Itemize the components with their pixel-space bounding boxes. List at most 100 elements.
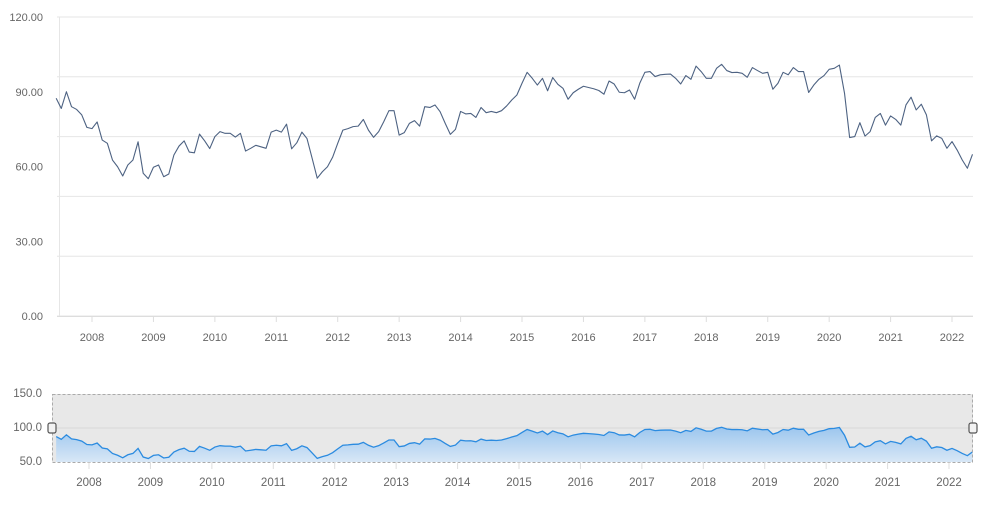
data-point[interactable] [115, 164, 120, 169]
data-point[interactable] [944, 146, 949, 151]
data-point[interactable] [955, 148, 960, 153]
data-point[interactable] [601, 92, 606, 97]
data-point[interactable] [642, 70, 647, 75]
data-point[interactable] [694, 64, 699, 69]
data-point[interactable] [581, 84, 586, 89]
data-point[interactable] [392, 108, 397, 113]
data-point[interactable] [888, 113, 893, 118]
data-point[interactable] [545, 88, 550, 93]
data-point[interactable] [903, 102, 908, 107]
data-point[interactable] [484, 110, 489, 115]
data-point[interactable] [924, 112, 929, 117]
data-point[interactable] [325, 164, 330, 169]
data-point[interactable] [509, 97, 514, 102]
data-point[interactable] [960, 158, 965, 163]
data-point[interactable] [330, 155, 335, 160]
data-point[interactable] [438, 109, 443, 114]
data-point[interactable] [432, 102, 437, 107]
data-point[interactable] [412, 118, 417, 123]
data-point[interactable] [84, 125, 89, 130]
data-point[interactable] [166, 171, 171, 176]
data-point[interactable] [499, 108, 504, 113]
data-point[interactable] [862, 134, 867, 139]
data-point[interactable] [637, 81, 642, 86]
data-point[interactable] [724, 68, 729, 73]
data-point[interactable] [939, 136, 944, 141]
data-point[interactable] [755, 68, 760, 73]
data-point[interactable] [525, 70, 530, 75]
data-point[interactable] [473, 115, 478, 120]
data-point[interactable] [187, 150, 192, 155]
data-point[interactable] [791, 65, 796, 70]
data-point[interactable] [627, 88, 632, 93]
data-point[interactable] [663, 72, 668, 77]
data-point[interactable] [479, 105, 484, 110]
data-point[interactable] [366, 128, 371, 133]
data-point[interactable] [530, 76, 535, 81]
data-point[interactable] [699, 69, 704, 74]
data-point[interactable] [868, 129, 873, 134]
data-point[interactable] [156, 163, 161, 168]
data-point[interactable] [596, 88, 601, 93]
data-point[interactable] [161, 174, 166, 179]
data-point[interactable] [371, 135, 376, 140]
data-point[interactable] [361, 117, 366, 122]
data-point[interactable] [136, 139, 141, 144]
data-point[interactable] [898, 123, 903, 128]
data-point[interactable] [750, 65, 755, 70]
data-point[interactable] [786, 72, 791, 77]
data-point[interactable] [468, 111, 473, 116]
data-point[interactable] [607, 79, 612, 84]
data-point[interactable] [335, 141, 340, 146]
data-point[interactable] [463, 111, 468, 116]
data-point[interactable] [668, 72, 673, 77]
data-point[interactable] [678, 82, 683, 87]
data-point[interactable] [494, 110, 499, 115]
data-point[interactable] [873, 115, 878, 120]
data-point[interactable] [586, 85, 591, 90]
data-point[interactable] [909, 95, 914, 100]
data-point[interactable] [69, 104, 74, 109]
data-point[interactable] [207, 146, 212, 151]
data-point[interactable] [356, 124, 361, 129]
data-point[interactable] [407, 121, 412, 126]
data-point[interactable] [320, 169, 325, 174]
data-point[interactable] [289, 146, 294, 151]
data-point[interactable] [632, 97, 637, 102]
data-point[interactable] [560, 86, 565, 91]
data-point[interactable] [965, 166, 970, 171]
data-point[interactable] [883, 123, 888, 128]
data-point[interactable] [110, 158, 115, 163]
data-point[interactable] [453, 127, 458, 132]
data-point[interactable] [100, 138, 105, 143]
data-point[interactable] [228, 131, 233, 136]
data-point[interactable] [269, 130, 274, 135]
data-point[interactable] [893, 117, 898, 122]
data-point[interactable] [832, 66, 837, 71]
data-point[interactable] [729, 70, 734, 75]
data-point[interactable] [576, 87, 581, 92]
navigator[interactable]: 50.0 100.0 150.0 2008 2009 2010 2011 2012 2013 20… [13, 388, 978, 489]
data-point[interactable] [760, 71, 765, 76]
data-point[interactable] [64, 89, 69, 94]
data-point[interactable] [253, 143, 258, 148]
data-point[interactable] [233, 135, 238, 140]
data-point[interactable] [740, 71, 745, 76]
data-point[interactable] [279, 130, 284, 135]
data-point[interactable] [402, 130, 407, 135]
data-point[interactable] [217, 129, 222, 134]
data-point[interactable] [489, 109, 494, 114]
data-point[interactable] [376, 129, 381, 134]
data-point[interactable] [822, 73, 827, 78]
data-point[interactable] [74, 107, 79, 112]
data-point[interactable] [658, 72, 663, 77]
data-point[interactable] [141, 171, 146, 176]
data-point[interactable] [264, 146, 269, 151]
data-point[interactable] [443, 121, 448, 126]
data-point[interactable] [617, 90, 622, 95]
data-point[interactable] [709, 76, 714, 81]
data-point[interactable] [238, 131, 243, 136]
data-point[interactable] [345, 126, 350, 131]
data-point[interactable] [212, 134, 217, 139]
data-point[interactable] [950, 139, 955, 144]
